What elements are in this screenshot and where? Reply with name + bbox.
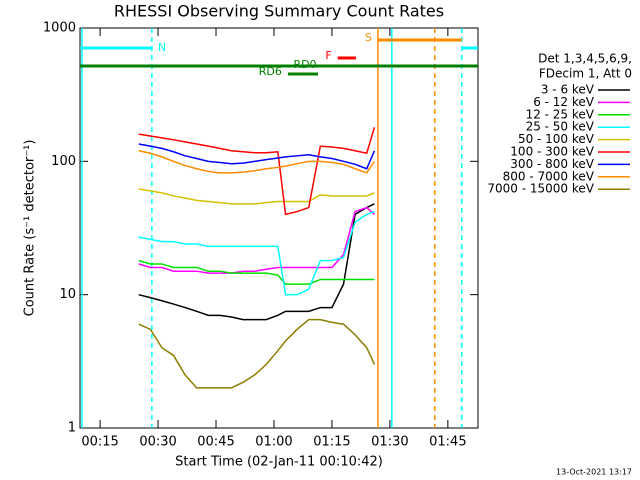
series-line — [138, 206, 375, 274]
interval-label: RD6 — [259, 65, 282, 78]
series-line — [138, 188, 375, 205]
interval-label: N — [158, 41, 166, 54]
interval-label: F — [325, 49, 331, 62]
series-line — [138, 150, 376, 174]
legend-label: 50 - 100 keV — [518, 132, 595, 146]
x-tick-label: 01:00 — [255, 435, 292, 450]
footer: 13-Oct-2021 13:17 — [556, 468, 632, 477]
legend-label: 25 - 50 keV — [526, 120, 595, 134]
series-line — [138, 259, 375, 285]
y-tick-label: 1000 — [43, 21, 76, 36]
legend-title: FDecim 1, Att 0 — [539, 67, 632, 81]
y-axis-label: Count Rate (s⁻¹ detector⁻¹) — [23, 140, 38, 317]
x-tick-label: 00:30 — [139, 435, 176, 450]
legend-label: 300 - 800 keV — [510, 157, 594, 171]
series-line — [138, 143, 376, 170]
legend-label: 100 - 300 keV — [510, 145, 594, 159]
legend-label: 3 - 6 keV — [541, 83, 595, 97]
x-tick-label: 01:15 — [313, 435, 350, 450]
y-tick-label: 100 — [51, 154, 76, 169]
series-line — [138, 210, 375, 296]
chart-title: RHESSI Observing Summary Count Rates — [114, 2, 444, 21]
legend-label: 12 - 25 keV — [526, 107, 595, 121]
legend-label: 7000 - 15000 keV — [487, 182, 594, 196]
legend-label: 800 - 7000 keV — [503, 169, 595, 183]
x-tick-label: 01:45 — [429, 435, 466, 450]
y-tick-label: 10 — [59, 287, 76, 302]
legend-title: Det 1,3,4,5,6,9, — [538, 52, 632, 66]
x-tick-label: 01:30 — [371, 435, 408, 450]
legend-label: 6 - 12 keV — [533, 95, 595, 109]
series-line — [138, 318, 376, 389]
plot-frame — [79, 27, 479, 429]
x-tick-label: 00:45 — [197, 435, 234, 450]
interval-label: RD0 — [293, 58, 316, 71]
series-line — [138, 203, 375, 321]
x-axis-label: Start Time (02-Jan-11 00:10:42) — [175, 455, 383, 470]
interval-label: S — [365, 31, 372, 44]
y-tick-label: 1 — [68, 421, 76, 436]
x-tick-label: 00:15 — [81, 435, 118, 450]
series-line — [138, 127, 376, 216]
